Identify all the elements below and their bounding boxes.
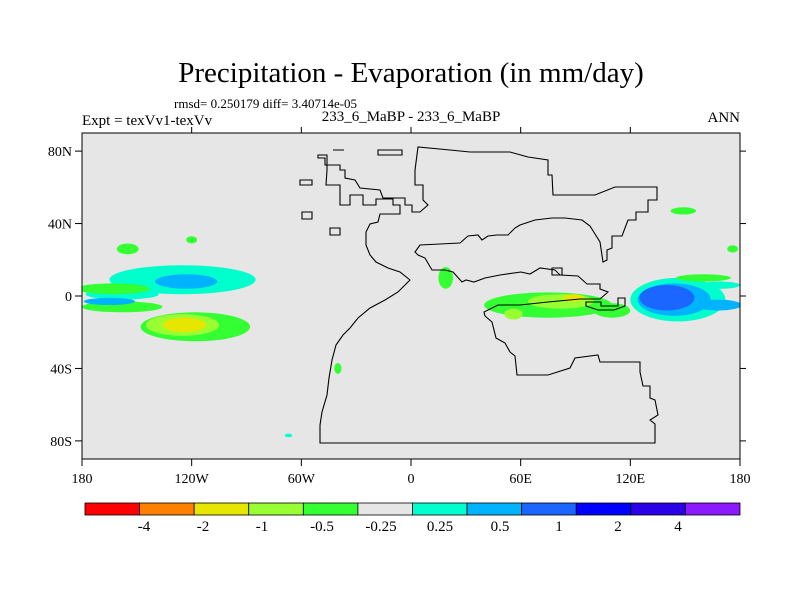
anomaly-patch xyxy=(155,274,218,289)
colorbar-box xyxy=(466,502,523,516)
landmass-america xyxy=(317,146,659,444)
y-axis: 80N 40N 0 40S 80S xyxy=(48,145,746,450)
island-north-2 xyxy=(301,211,313,220)
colorbar-box xyxy=(412,502,468,516)
colorbar-label: -1 xyxy=(256,519,269,535)
colorbar-box xyxy=(575,502,632,516)
chart-title: Precipitation - Evaporation (in mm/day) xyxy=(178,57,644,89)
x-tick-label: 180 xyxy=(72,472,93,487)
anomaly-patch xyxy=(82,283,150,295)
colorbar-label: 4 xyxy=(674,519,682,535)
anomaly-patch xyxy=(676,274,731,282)
colorbar-label: -2 xyxy=(197,519,210,535)
x-tick-label: 120W xyxy=(175,472,210,487)
colorbar-box xyxy=(521,502,577,516)
x-tick-label: 60W xyxy=(288,472,316,487)
anomaly-patch xyxy=(670,207,697,215)
x-tick-label: 180 xyxy=(730,472,751,487)
subtitle-experiments: 233_6_MaBP - 233_6_MaBP xyxy=(322,109,501,125)
colorbar-box xyxy=(193,502,250,516)
continent-outline xyxy=(299,146,659,444)
colorbar-label: -0.25 xyxy=(365,519,396,535)
y-tick-label: 40S xyxy=(50,362,72,377)
colorbar: -4 -2 -1 -0.5 -0.25 0.25 0.5 1 2 4 xyxy=(84,502,741,535)
colorbar-label: -0.5 xyxy=(310,519,334,535)
anomaly-patch xyxy=(284,433,293,438)
anomaly-patch xyxy=(639,285,695,311)
anomaly-patch xyxy=(186,236,198,244)
island-north-1 xyxy=(299,179,313,186)
anomaly-patch xyxy=(504,308,523,320)
colorbar-box xyxy=(302,502,359,516)
colorbar-box xyxy=(630,502,686,516)
colorbar-label: 0.5 xyxy=(491,519,510,535)
island-greenland xyxy=(377,149,403,156)
anomaly-patch xyxy=(83,297,136,306)
anomaly-patch xyxy=(694,299,740,311)
colorbar-label: 0.25 xyxy=(427,519,453,535)
season-label: ANN xyxy=(708,110,741,126)
stats-text: rmsd= 0.250179 diff= 3.40714e-05 xyxy=(174,96,357,111)
colorbar-box xyxy=(248,502,304,516)
x-tick-label: 60E xyxy=(509,472,532,487)
colorbar-box xyxy=(685,502,741,516)
anomaly-patch xyxy=(727,245,739,253)
island-north-3 xyxy=(329,227,341,236)
colorbar-label: 2 xyxy=(614,519,622,535)
island-indonesia xyxy=(585,297,626,311)
island-madagascar xyxy=(551,267,563,276)
anomaly-patch xyxy=(334,363,342,374)
colorbar-label: 1 xyxy=(555,519,563,535)
y-tick-label: 80S xyxy=(50,435,72,450)
anomaly-patch xyxy=(438,267,454,289)
colorbar-label: -4 xyxy=(138,519,151,535)
colorbar-box xyxy=(139,502,195,516)
y-tick-label: 80N xyxy=(48,145,72,160)
colorbar-box xyxy=(84,502,140,516)
x-tick-label: 0 xyxy=(408,472,415,487)
colorbar-boxes xyxy=(84,502,741,516)
x-tick-label: 120E xyxy=(616,472,646,487)
x-axis: 180 120W 60W 0 60E 120E 180 xyxy=(72,127,751,487)
y-tick-label: 0 xyxy=(65,290,72,305)
anomaly-patch xyxy=(162,317,207,333)
colorbar-box xyxy=(357,502,413,516)
anomaly-patch xyxy=(116,243,139,255)
anomaly-patch xyxy=(699,281,740,289)
anomaly-layer xyxy=(82,207,740,438)
anomaly-patch xyxy=(527,294,594,309)
y-tick-label: 40N xyxy=(48,218,72,233)
expt-label: Expt = texVv1-texVv xyxy=(82,113,213,129)
